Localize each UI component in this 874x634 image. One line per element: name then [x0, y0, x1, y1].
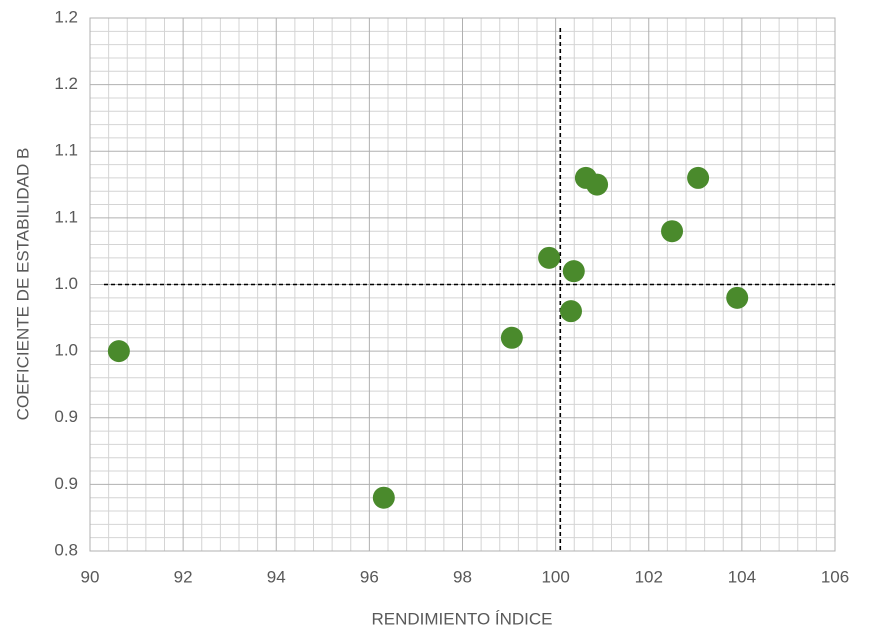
point [500, 326, 523, 349]
point [726, 286, 749, 309]
point [107, 340, 130, 363]
x-tick-label: 90 [81, 567, 100, 586]
x-tick-label: 106 [821, 567, 849, 586]
y-tick-label: 0.9 [54, 474, 78, 493]
y-tick-label: 0.9 [54, 407, 78, 426]
point [538, 246, 561, 269]
y-tick-label: 1.2 [54, 7, 78, 26]
y-tick-label: 1.2 [54, 74, 78, 93]
y-tick-label: 1.1 [54, 207, 78, 226]
x-tick-label: 104 [728, 567, 756, 586]
x-tick-label: 98 [453, 567, 472, 586]
point [586, 173, 609, 196]
y-tick-label: 1.0 [54, 274, 78, 293]
point [562, 260, 585, 283]
y-tick-label: 1.0 [54, 341, 78, 360]
point [559, 300, 582, 323]
point [661, 220, 684, 243]
x-tick-label: 100 [541, 567, 569, 586]
y-tick-label: 1.1 [54, 141, 78, 160]
point [687, 166, 710, 189]
x-tick-label: 102 [635, 567, 663, 586]
y-tick-label: 0.8 [54, 540, 78, 559]
x-axis-label: RENDIMIENTO ÍNDICE [371, 609, 552, 628]
x-tick-label: 92 [174, 567, 193, 586]
x-tick-label: 96 [360, 567, 379, 586]
x-tick-label: 94 [267, 567, 286, 586]
point [372, 486, 395, 509]
y-axis-label: COEFICIENTE DE ESTABILIDAD B [13, 148, 32, 421]
